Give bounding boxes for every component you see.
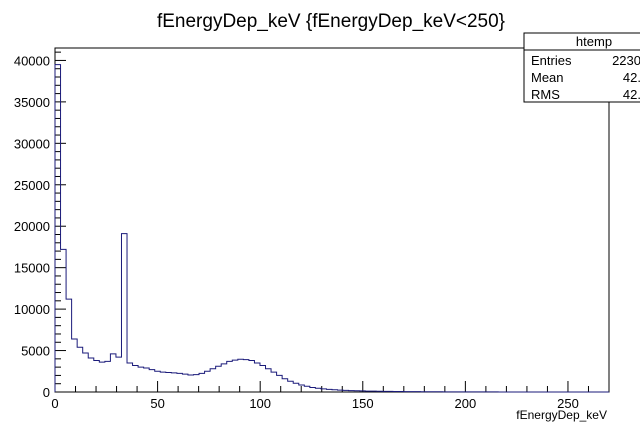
stats-mean-value: 42. — [623, 70, 640, 85]
y-tick-label: 20000 — [14, 219, 50, 234]
y-tick-label: 5000 — [21, 344, 50, 359]
y-tick-label: 15000 — [14, 261, 50, 276]
histogram-line — [54, 64, 609, 393]
y-tick-label: 35000 — [14, 95, 50, 110]
y-tick-label: 40000 — [14, 53, 50, 68]
x-tick-label: 100 — [249, 396, 271, 411]
x-tick-label: 0 — [51, 396, 58, 411]
y-tick-label: 25000 — [14, 178, 50, 193]
stats-box-frame — [523, 32, 640, 103]
x-axis: 0 50 100 150 200 250 — [51, 381, 610, 411]
stats-entries-value: 2230 — [612, 53, 640, 68]
stats-mean-label: Mean — [531, 70, 564, 85]
y-tick-label: 30000 — [14, 136, 50, 151]
stats-entries-label: Entries — [531, 53, 572, 68]
x-axis-label: fEnergyDep_keV — [516, 408, 607, 422]
y-tick-label: 10000 — [14, 302, 50, 317]
stats-box-name: htemp — [576, 34, 612, 49]
y-axis: 0 5000 10000 15000 20000 25000 30000 35000 40000 — [14, 51, 66, 400]
chart-title: fEnergyDep_keV {fEnergyDep_keV<250} — [157, 11, 505, 32]
x-tick-label: 150 — [352, 396, 374, 411]
stats-rms-label: RMS — [531, 87, 560, 102]
x-tick-label: 250 — [557, 396, 579, 411]
x-tick-label: 200 — [455, 396, 477, 411]
y-tick-label: 0 — [43, 385, 50, 400]
x-tick-label: 50 — [150, 396, 164, 411]
stats-box: htemp Entries 2230 Mean 42. RMS 42. — [523, 32, 640, 103]
stats-rms-value: 42. — [623, 87, 640, 102]
